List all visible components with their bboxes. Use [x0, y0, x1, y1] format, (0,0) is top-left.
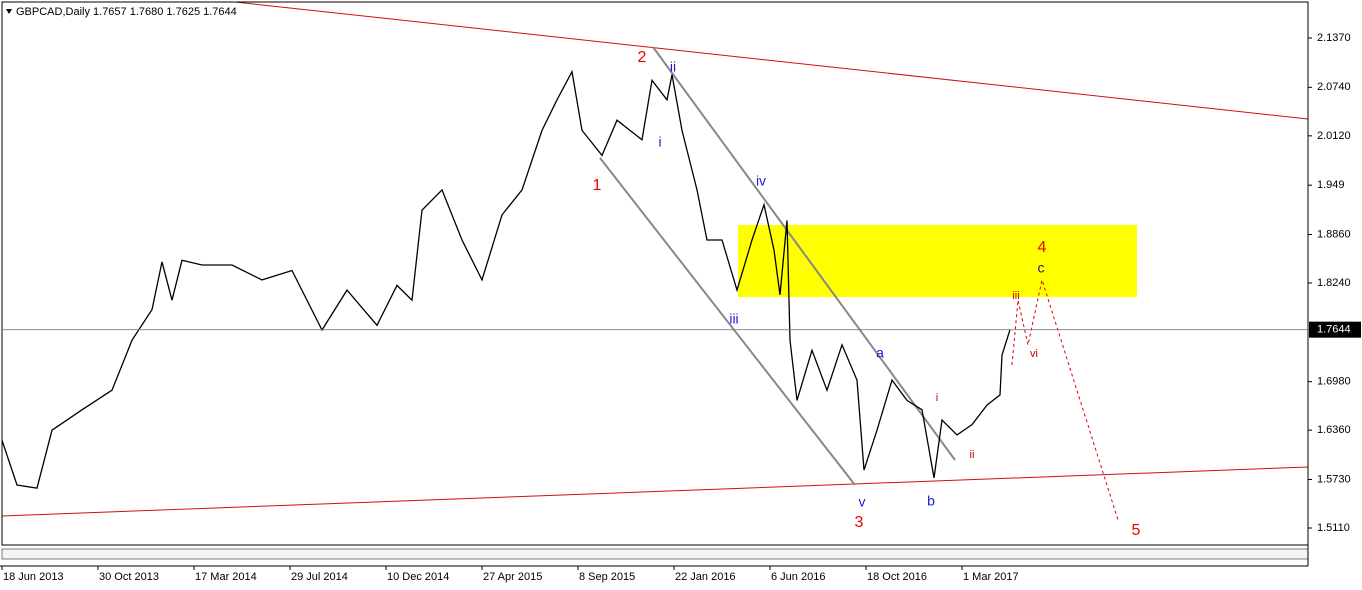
trendline — [234, 1, 1309, 120]
y-tick-label: 1.5730 — [1317, 473, 1351, 485]
wave-label: iii — [729, 311, 738, 327]
wave-label: i — [936, 392, 938, 404]
chart-title: GBPCAD,Daily 1.7657 1.7680 1.7625 1.7644 — [16, 6, 237, 18]
wave-label: 2 — [638, 49, 647, 66]
wave-label: 4 — [1038, 239, 1047, 256]
x-tick-label: 1 Mar 2017 — [963, 571, 1019, 583]
wave-label: i — [658, 134, 661, 150]
resistance-zone — [738, 225, 1137, 297]
y-tick-label: 2.1370 — [1317, 32, 1351, 44]
wave-label: 5 — [1132, 522, 1141, 539]
wave-label: 1 — [593, 177, 602, 194]
y-tick-label: 1.6360 — [1317, 424, 1351, 436]
x-tick-label: 10 Dec 2014 — [387, 571, 449, 583]
wave-label: a — [876, 345, 884, 361]
y-tick-label: 1.8860 — [1317, 228, 1351, 240]
y-tick-label: 2.0740 — [1317, 81, 1351, 93]
x-tick-label: 18 Oct 2016 — [867, 571, 927, 583]
wave-label: ii — [670, 59, 676, 75]
channel-line — [599, 157, 856, 486]
x-tick-label: 22 Jan 2016 — [675, 571, 736, 583]
wave-label: c — [1038, 260, 1045, 276]
x-tick-label: 18 Jun 2013 — [3, 571, 64, 583]
x-tick-label: 17 Mar 2014 — [195, 571, 257, 583]
current-price-label: 1.7644 — [1317, 324, 1351, 336]
wave-label: iii — [1012, 290, 1019, 302]
x-tick-label: 8 Sep 2015 — [579, 571, 635, 583]
wave-label: v — [859, 494, 866, 510]
current-price-box — [1309, 321, 1361, 338]
x-tick-label: 27 Apr 2015 — [483, 571, 542, 583]
y-tick-label: 2.0120 — [1317, 130, 1351, 142]
price-line — [1, 69, 1011, 489]
wave-label: iv — [756, 173, 766, 189]
trendline — [1, 466, 1309, 517]
wave-label: ii — [970, 449, 975, 461]
wave-label: b — [927, 493, 935, 509]
y-tick-label: 1.6980 — [1317, 376, 1351, 388]
y-tick-label: 1.8240 — [1317, 277, 1351, 289]
wave-label: 3 — [855, 514, 864, 531]
wave-label: vi — [1030, 348, 1038, 360]
x-tick-label: 29 Jul 2014 — [291, 571, 348, 583]
indicator-strip — [1, 548, 1309, 560]
y-tick-label: 1.949 — [1317, 179, 1345, 191]
projection — [1011, 278, 1119, 521]
menu-arrow[interactable] — [6, 9, 12, 14]
channel-line — [652, 46, 956, 461]
x-tick-label: 30 Oct 2013 — [99, 571, 159, 583]
y-tick-label: 1.5110 — [1317, 522, 1350, 534]
x-tick-label: 6 Jun 2016 — [771, 571, 825, 583]
